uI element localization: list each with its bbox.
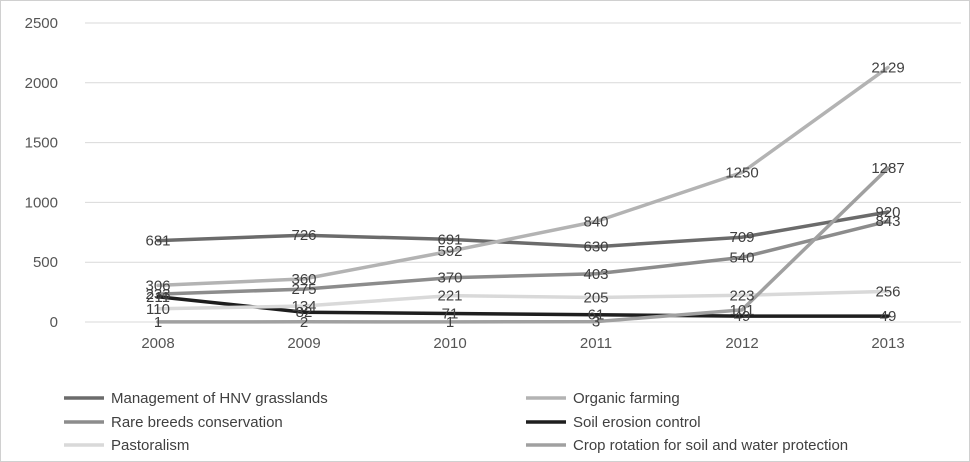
- data-label: 71: [442, 306, 459, 323]
- data-label: 1: [446, 314, 454, 331]
- data-label: 370: [437, 270, 462, 287]
- y-tick-label: 0: [50, 314, 58, 331]
- data-label: 360: [291, 271, 316, 288]
- data-label: 709: [729, 229, 754, 246]
- y-axis-ticks: 0 500 1000 1500 2000 2500: [25, 15, 58, 331]
- data-label: 1250: [725, 165, 758, 182]
- y-tick-label: 1500: [25, 135, 58, 152]
- x-tick-label: 2010: [433, 335, 466, 352]
- series-line: [156, 166, 890, 324]
- legend-label: Soil erosion control: [573, 414, 701, 431]
- x-tick-label: 2012: [725, 335, 758, 352]
- data-label: 1: [154, 314, 162, 331]
- legend-label: Rare breeds conservation: [111, 414, 283, 431]
- data-label: 211: [146, 289, 170, 306]
- x-axis-ticks: 2008 2009 2010 2011 2012 2013: [141, 335, 904, 352]
- data-label: 275: [291, 281, 316, 298]
- data-label: 691: [437, 231, 462, 248]
- data-label: 843: [875, 213, 900, 230]
- data-label: 840: [583, 214, 608, 231]
- data-label: 110: [146, 301, 170, 318]
- data-label: 205: [583, 289, 608, 306]
- data-label: 49: [734, 308, 751, 325]
- data-label: 1287: [871, 160, 904, 177]
- series-line: [156, 219, 890, 296]
- data-label: 49: [880, 308, 897, 325]
- data-label: 920: [875, 204, 900, 221]
- legend-label: Crop rotation for soil and water protect…: [573, 437, 848, 454]
- data-label: 403: [583, 266, 608, 283]
- data-label: 256: [875, 283, 900, 300]
- data-label: 630: [583, 239, 608, 256]
- data-label: 681: [145, 233, 170, 250]
- y-tick-label: 2500: [25, 15, 58, 32]
- data-label: 101: [729, 302, 754, 319]
- data-label: 134: [291, 298, 316, 315]
- data-label: 3: [592, 314, 600, 331]
- legend-label: Pastoralism: [111, 437, 189, 454]
- data-label: 233: [145, 286, 170, 303]
- data-label: 221: [437, 288, 462, 305]
- x-tick-label: 2009: [287, 335, 320, 352]
- data-label: 726: [291, 227, 316, 244]
- data-label: 61: [588, 307, 605, 324]
- data-label: 306: [145, 277, 170, 294]
- series-lines: [156, 65, 890, 324]
- series-line: [156, 295, 890, 318]
- data-label: 82: [296, 304, 313, 321]
- data-label: 2129: [871, 59, 904, 76]
- x-tick-label: 2008: [141, 335, 174, 352]
- x-tick-label: 2013: [871, 335, 904, 352]
- legend-label: Management of HNV grasslands: [111, 390, 328, 407]
- y-tick-label: 1000: [25, 194, 58, 211]
- data-label: 592: [437, 243, 462, 260]
- data-label: 2: [300, 314, 308, 331]
- y-tick-label: 2000: [25, 75, 58, 92]
- series-line: [156, 289, 890, 311]
- x-tick-label: 2011: [580, 335, 612, 352]
- series-line: [156, 65, 890, 288]
- data-label: 223: [729, 287, 754, 304]
- gridlines: [85, 22, 961, 323]
- series-line: [156, 210, 890, 249]
- data-label: 540: [729, 249, 754, 266]
- y-tick-label: 500: [33, 254, 58, 271]
- legend: Management of HNV grasslands Organic farm…: [64, 390, 848, 454]
- legend-label: Organic farming: [573, 390, 680, 407]
